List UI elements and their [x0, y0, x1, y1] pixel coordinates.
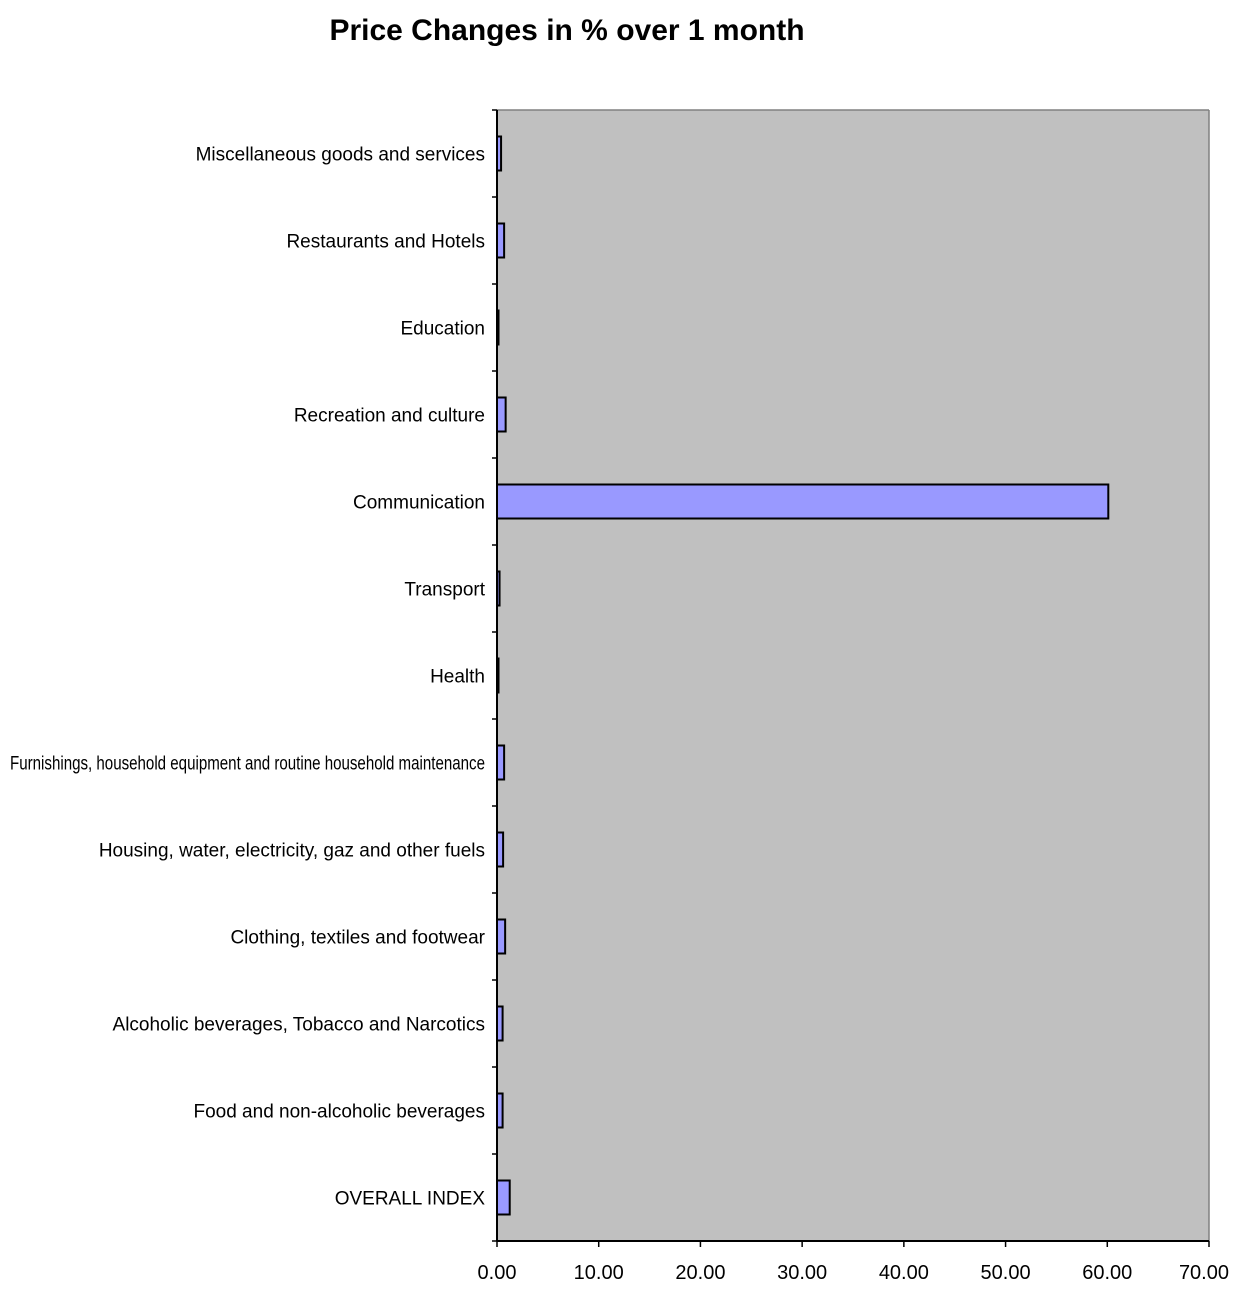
- x-tick-label: 0.00: [478, 1262, 517, 1284]
- bar: [496, 744, 506, 781]
- bar: [496, 1179, 511, 1216]
- category-label: OVERALL INDEX: [335, 1189, 486, 1210]
- category-label: Restaurants and Hotels: [286, 232, 485, 253]
- x-axis: 0.00 10.00 20.00 30.00 40.00 50.00 60.00 70.00: [478, 1240, 1229, 1284]
- plot-area: [497, 110, 1209, 1241]
- bar: [496, 918, 507, 955]
- bar: [496, 222, 506, 259]
- bar: [496, 396, 507, 433]
- category-label: Transport: [404, 580, 485, 601]
- category-label: Alcoholic beverages, Tobacco and Narcoti…: [113, 1015, 485, 1036]
- category-label: Furnishings, household equipment and rou…: [10, 754, 485, 775]
- bar: [496, 483, 1110, 520]
- category-label: Food and non-alcoholic beverages: [193, 1102, 485, 1123]
- category-label: Communication: [353, 493, 485, 514]
- chart-title: Price Changes in % over 1 month: [329, 14, 804, 47]
- category-label: Miscellaneous goods and services: [196, 145, 485, 166]
- category-label: Clothing, textiles and footwear: [230, 928, 485, 949]
- x-tick-label: 70.00: [1179, 1262, 1229, 1284]
- x-tick-label: 40.00: [879, 1262, 929, 1284]
- x-tick-label: 60.00: [1082, 1262, 1132, 1284]
- category-label: Recreation and culture: [294, 406, 485, 427]
- y-axis: [492, 109, 498, 1242]
- category-label: Health: [430, 667, 485, 688]
- category-label: Housing, water, electricity, gaz and oth…: [99, 841, 485, 862]
- bars-layer: [496, 135, 1110, 1216]
- x-tick-label: 30.00: [777, 1262, 827, 1284]
- x-tick-label: 20.00: [675, 1262, 725, 1284]
- x-tick-label: 10.00: [574, 1262, 624, 1284]
- category-labels: Miscellaneous goods and services Restaura…: [10, 145, 486, 1210]
- category-label: Education: [400, 319, 485, 340]
- x-tick-label: 50.00: [981, 1262, 1031, 1284]
